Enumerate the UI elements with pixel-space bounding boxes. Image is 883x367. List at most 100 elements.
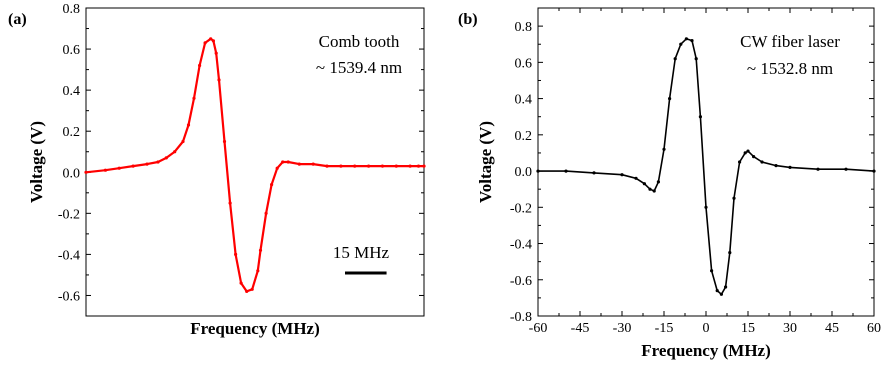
y-tick-label: -0.4 bbox=[510, 238, 532, 253]
annotation-wavelength: ~ 1539.4 nm bbox=[316, 58, 402, 77]
panel-b: -0.8 -0.6 -0.4 -0.2 0.0 0.2 0.4 0.6 0.8 -60 -45 -30… bbox=[458, 7, 881, 360]
data-point bbox=[642, 182, 647, 186]
data-point bbox=[234, 252, 238, 256]
y-tick-label: -0.2 bbox=[510, 201, 532, 216]
x-tick-label: 15 bbox=[741, 321, 755, 336]
data-point bbox=[275, 166, 279, 170]
data-point bbox=[297, 162, 301, 166]
data-point bbox=[198, 63, 202, 68]
data-point bbox=[634, 176, 638, 180]
y-tick-label: 0.8 bbox=[515, 20, 533, 35]
data-point bbox=[728, 251, 732, 255]
data-point bbox=[192, 96, 196, 100]
data-point bbox=[760, 160, 764, 164]
y-tick-label: 0.0 bbox=[63, 166, 81, 181]
y-tick-label: -0.4 bbox=[58, 248, 80, 263]
data-point bbox=[536, 169, 540, 173]
data-point bbox=[724, 285, 728, 289]
data-point bbox=[698, 115, 703, 119]
data-point bbox=[738, 160, 742, 164]
x-axis-title: Frequency (MHz) bbox=[641, 341, 771, 360]
data-point bbox=[217, 78, 221, 82]
y-tick-label: 0.4 bbox=[515, 93, 533, 108]
x-tick-label: -60 bbox=[529, 321, 548, 336]
panel-a: -0.6 -0.4 -0.2 0.0 0.2 0.4 0.6 0.8 Frequency (MH… bbox=[8, 2, 426, 338]
data-point bbox=[286, 160, 290, 164]
y-axis-title: Voltage (V) bbox=[27, 121, 46, 203]
annotation-source: Comb tooth bbox=[319, 32, 400, 51]
data-point bbox=[222, 139, 227, 144]
data-point bbox=[145, 162, 149, 166]
data-point bbox=[679, 42, 683, 46]
data-point bbox=[186, 123, 191, 127]
data-point bbox=[732, 196, 736, 200]
data-point bbox=[816, 167, 820, 171]
y-tick-label: 0.8 bbox=[63, 2, 81, 17]
data-point bbox=[181, 139, 185, 144]
data-point bbox=[710, 269, 714, 273]
data-point bbox=[416, 164, 421, 168]
x-tick-label: 45 bbox=[825, 321, 839, 336]
data-point bbox=[264, 211, 268, 215]
data-point bbox=[788, 165, 792, 169]
data-point bbox=[620, 173, 624, 177]
data-point bbox=[684, 37, 689, 41]
x-tick-label: -30 bbox=[613, 321, 632, 336]
annotation-wavelength: ~ 1532.8 nm bbox=[747, 59, 833, 78]
y-tick-label: -0.8 bbox=[510, 310, 532, 325]
data-point bbox=[872, 169, 876, 173]
plot-frame bbox=[537, 7, 875, 317]
data-point bbox=[564, 169, 568, 173]
data-point bbox=[380, 164, 384, 168]
data-point bbox=[311, 162, 315, 166]
data-point bbox=[325, 164, 329, 168]
data-point bbox=[339, 164, 343, 168]
data-point bbox=[156, 160, 160, 164]
data-point bbox=[408, 164, 412, 168]
data-point bbox=[704, 205, 708, 209]
panel-label: (b) bbox=[458, 11, 478, 28]
data-point bbox=[648, 187, 652, 191]
data-point bbox=[662, 147, 666, 151]
y-tick-label: -0.2 bbox=[58, 207, 80, 222]
data-point bbox=[211, 39, 215, 43]
x-tick-label: 30 bbox=[783, 321, 797, 336]
y-tick-label: 0.2 bbox=[63, 125, 81, 140]
data-point bbox=[652, 189, 656, 193]
data-point bbox=[103, 168, 107, 172]
data-point bbox=[281, 160, 285, 164]
data-point bbox=[367, 164, 371, 168]
panel-label: (a) bbox=[8, 11, 27, 28]
data-point bbox=[203, 41, 207, 45]
data-point bbox=[673, 57, 677, 61]
data-point bbox=[752, 155, 756, 159]
x-tick-label: -45 bbox=[571, 321, 590, 336]
data-point bbox=[258, 248, 263, 252]
data-point bbox=[719, 292, 724, 296]
y-tick-label: 0.2 bbox=[515, 129, 533, 144]
data-point bbox=[239, 281, 243, 285]
y-axis-title: Voltage (V) bbox=[476, 121, 495, 203]
data-point bbox=[774, 164, 778, 168]
data-point bbox=[844, 167, 848, 171]
data-point bbox=[245, 289, 249, 293]
plot-frame bbox=[85, 7, 425, 317]
y-tick-label: -0.6 bbox=[58, 289, 80, 304]
data-point bbox=[173, 150, 177, 154]
data-point bbox=[394, 164, 398, 168]
data-point bbox=[84, 170, 88, 174]
data-point bbox=[668, 97, 672, 101]
scale-bar-label: 15 MHz bbox=[333, 243, 390, 262]
x-tick-label: -15 bbox=[655, 321, 674, 336]
x-tick-label: 60 bbox=[867, 321, 881, 336]
data-point bbox=[164, 156, 168, 160]
y-tick-label: 0.6 bbox=[63, 43, 81, 58]
data-point bbox=[746, 149, 750, 153]
data-point bbox=[250, 287, 254, 291]
x-tick-label: 0 bbox=[703, 321, 710, 336]
data-point bbox=[694, 57, 698, 61]
data-point bbox=[353, 164, 357, 168]
data-point bbox=[656, 180, 661, 184]
data-point bbox=[270, 183, 274, 187]
